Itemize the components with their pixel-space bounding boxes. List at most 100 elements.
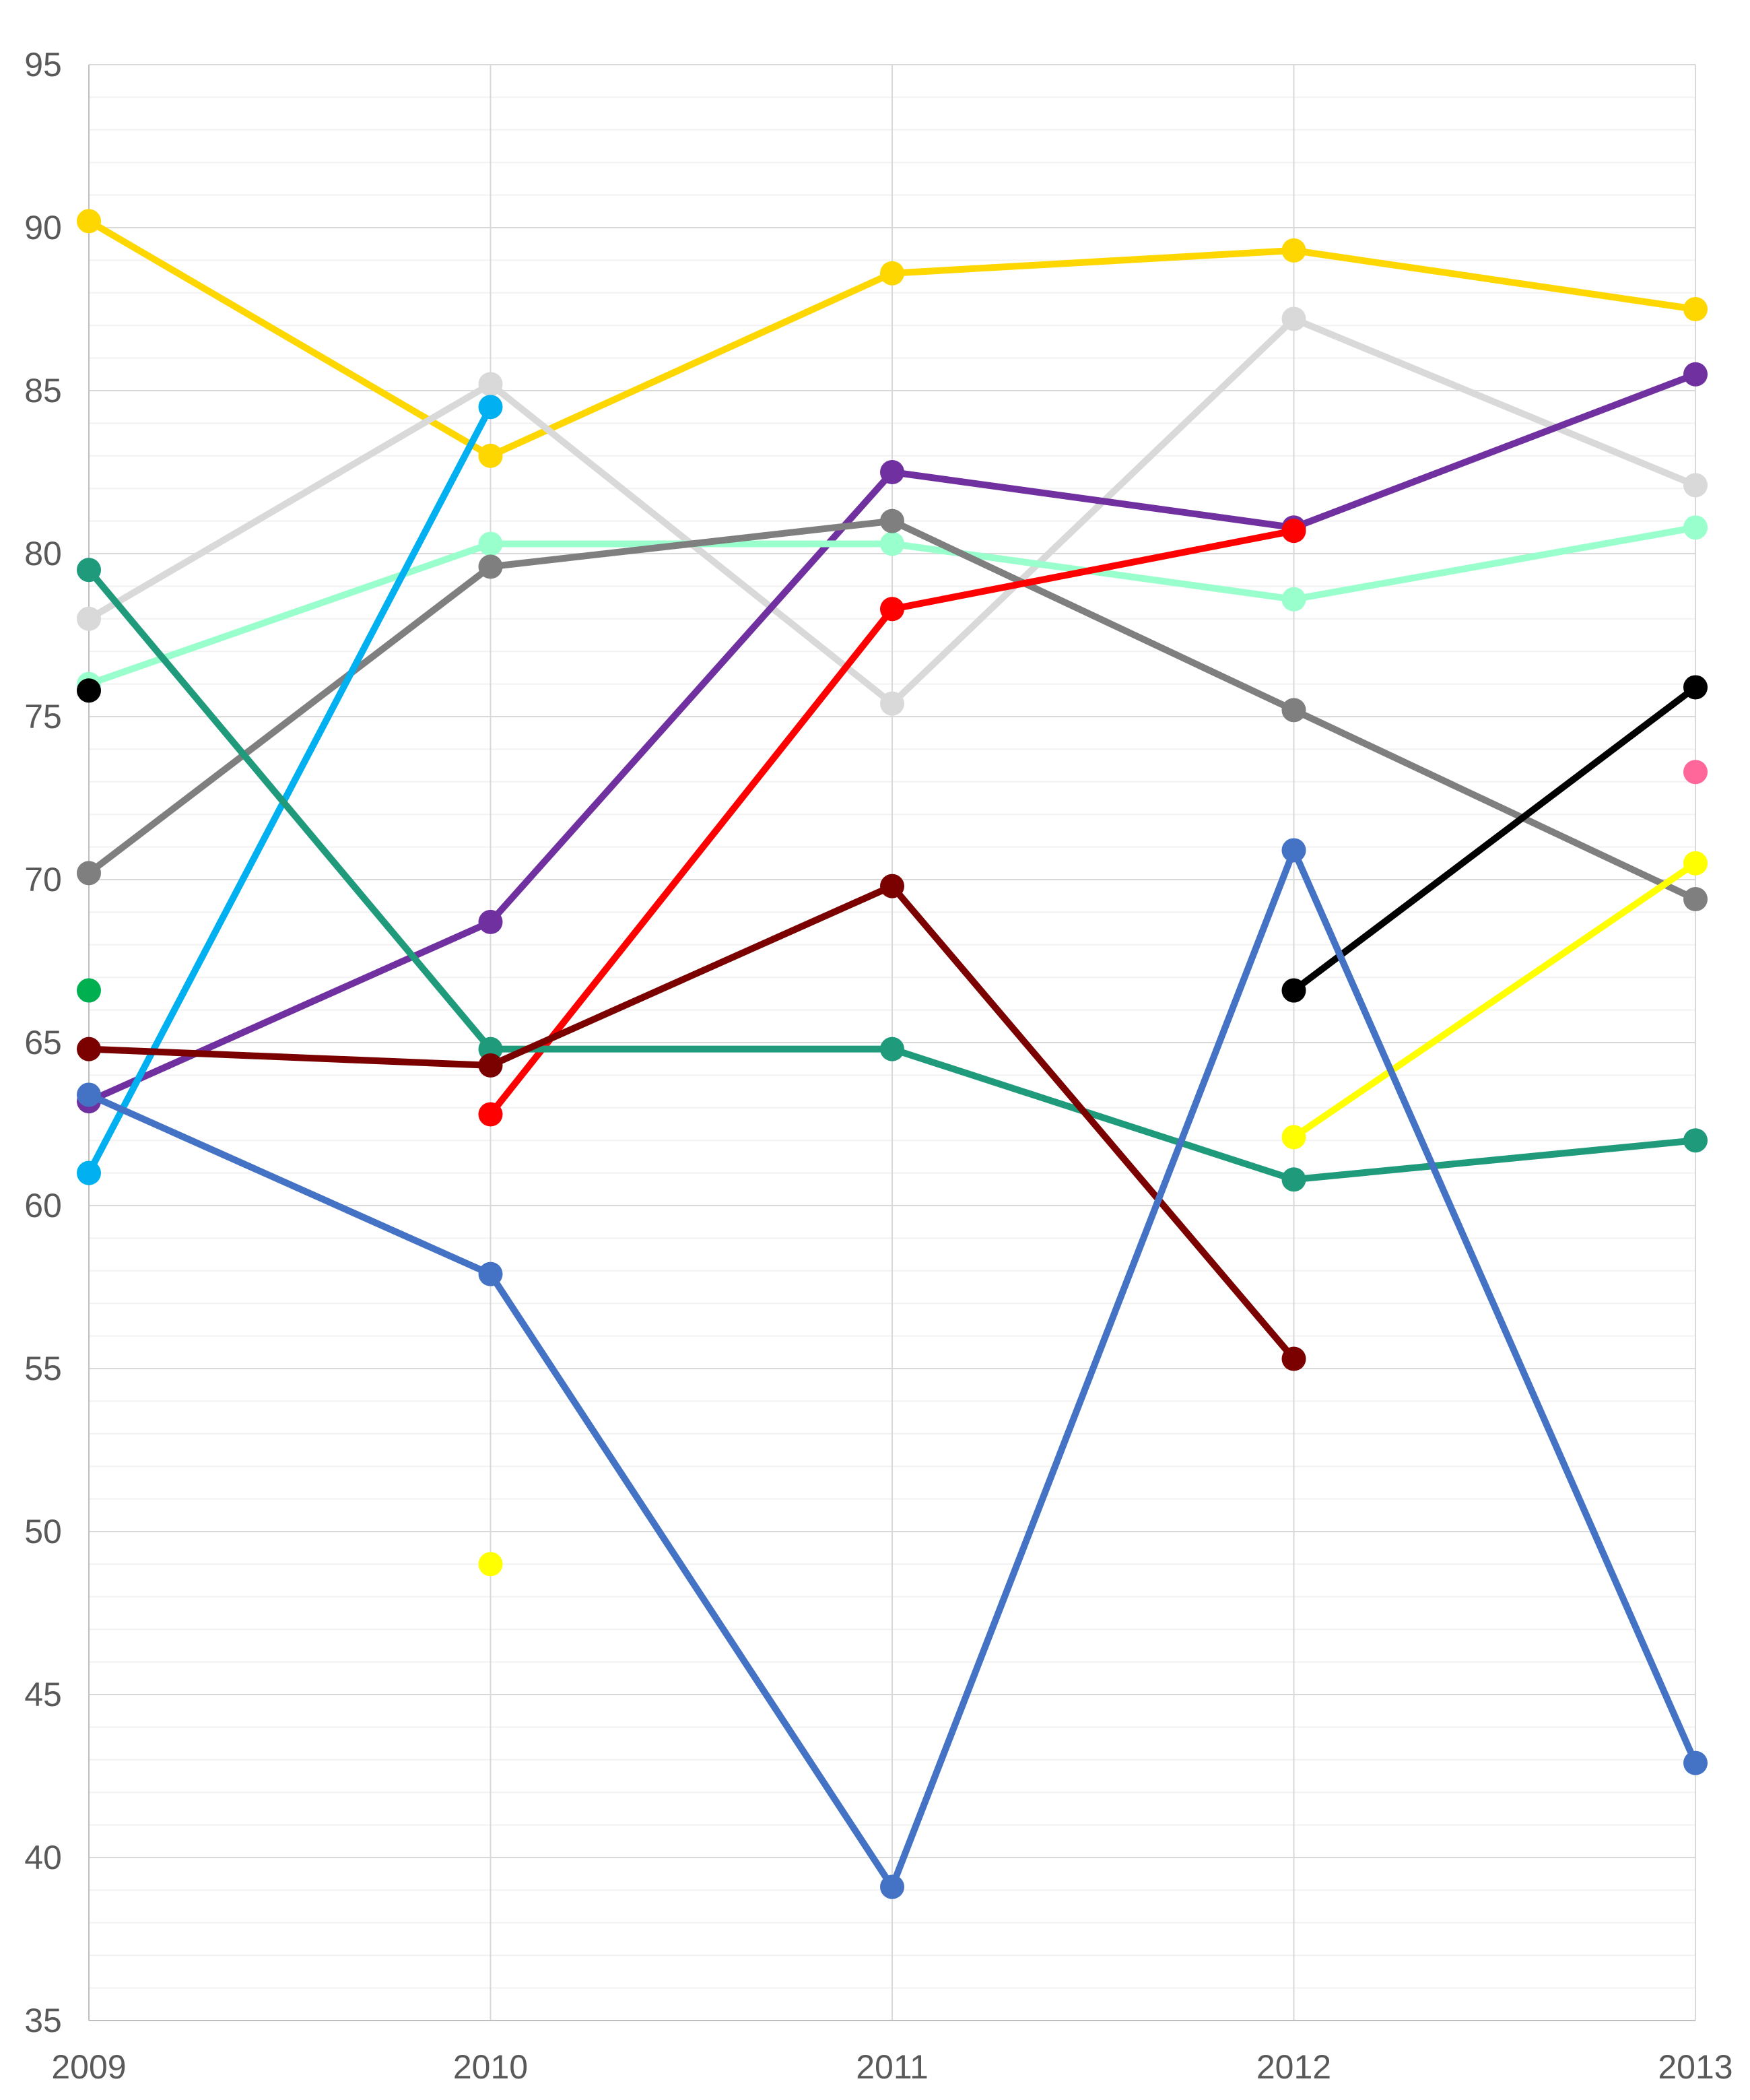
series-1 — [77, 209, 1708, 468]
series-layer — [77, 209, 1708, 1899]
y-tick-label: 85 — [24, 372, 62, 409]
y-tick-label: 45 — [24, 1676, 62, 1713]
data-point — [1281, 519, 1306, 544]
series-line-segment — [487, 1270, 896, 1891]
data-point — [1683, 297, 1708, 321]
series-12 — [77, 978, 101, 1003]
series-line-segment — [86, 381, 494, 622]
data-point — [77, 678, 101, 703]
data-point — [77, 1160, 101, 1185]
data-point — [1281, 1346, 1306, 1371]
series-line-segment — [1290, 847, 1699, 1767]
data-point — [77, 209, 101, 234]
series-line-segment — [86, 918, 494, 1105]
series-line-segment — [889, 527, 1298, 613]
series-line-segment — [889, 847, 1298, 1891]
data-point — [1683, 675, 1708, 700]
series-line-segment — [86, 1045, 494, 1069]
series-line-segment — [1290, 707, 1699, 903]
series-13 — [77, 874, 1306, 1371]
data-point — [1683, 1750, 1708, 1775]
y-tick-label: 60 — [24, 1187, 62, 1224]
series-line-segment — [1290, 524, 1699, 603]
series-line-segment — [86, 563, 494, 877]
data-point — [478, 395, 503, 420]
x-tick-label: 2013 — [1658, 2048, 1732, 2086]
series-8 — [1683, 760, 1708, 785]
series-7 — [77, 675, 1708, 1003]
y-tick-label: 40 — [24, 1839, 62, 1876]
series-line-segment — [889, 1045, 1298, 1183]
data-point — [478, 1552, 503, 1577]
data-point — [77, 606, 101, 631]
series-line-segment — [889, 882, 1298, 1363]
y-tick-label: 65 — [24, 1024, 62, 1061]
series-10 — [77, 395, 503, 1185]
x-tick-label: 2009 — [51, 2048, 126, 2086]
data-point — [1683, 760, 1708, 785]
data-point — [880, 874, 904, 898]
series-line-segment — [889, 315, 1298, 707]
series-line-segment — [1290, 370, 1699, 531]
y-tick-label: 70 — [24, 861, 62, 898]
data-point — [1281, 306, 1306, 331]
data-point — [478, 1102, 503, 1127]
series-line-segment — [1290, 684, 1699, 994]
y-tick-label: 50 — [24, 1513, 62, 1550]
data-point — [478, 443, 503, 468]
series-line-segment — [1290, 859, 1699, 1141]
series-line-segment — [86, 403, 494, 1177]
data-point — [1683, 1128, 1708, 1153]
series-line-segment — [1290, 247, 1699, 313]
series-line-segment — [889, 469, 1298, 531]
data-point — [880, 508, 904, 533]
series-5 — [77, 508, 1708, 912]
data-point — [478, 372, 503, 397]
data-point — [478, 909, 503, 934]
series-line-segment — [889, 247, 1298, 277]
data-point — [880, 261, 904, 286]
series-line-segment — [86, 540, 494, 688]
series-line-segment — [487, 269, 896, 459]
series-line-segment — [86, 1091, 494, 1278]
data-point — [1281, 978, 1306, 1003]
y-axis-tick-labels: 35 40 45 50 55 60 65 70 75 80 85 90 95 — [24, 46, 62, 2039]
series-line-segment — [889, 517, 1298, 714]
data-point — [1281, 698, 1306, 723]
data-point — [478, 531, 503, 556]
data-point — [478, 554, 503, 579]
data-point — [1683, 887, 1708, 912]
data-point — [880, 531, 904, 556]
data-point — [77, 1082, 101, 1107]
y-tick-label: 95 — [24, 46, 62, 84]
series-6 — [478, 519, 1306, 1127]
series-9 — [478, 851, 1708, 1577]
data-point — [77, 978, 101, 1003]
y-tick-label: 80 — [24, 535, 62, 572]
data-point — [880, 597, 904, 622]
x-axis-tick-labels: 2009 2010 2011 2012 2013 — [51, 2048, 1732, 2086]
series-line-segment — [1290, 1137, 1699, 1183]
data-point — [1281, 838, 1306, 863]
y-tick-label: 35 — [24, 2002, 62, 2039]
data-point — [478, 1261, 503, 1286]
data-point — [1281, 1125, 1306, 1150]
data-point — [77, 861, 101, 886]
series-line-segment — [86, 566, 494, 1053]
series-line-segment — [487, 605, 896, 1118]
data-point — [77, 558, 101, 583]
data-point — [1683, 515, 1708, 540]
series-line-segment — [487, 882, 896, 1069]
y-tick-label: 55 — [24, 1350, 62, 1387]
series-line-segment — [1290, 315, 1699, 489]
series-line-segment — [487, 517, 896, 570]
data-point — [1281, 587, 1306, 612]
data-point — [880, 691, 904, 716]
y-tick-label: 75 — [24, 698, 62, 735]
x-tick-label: 2011 — [856, 2048, 929, 2086]
series-line-segment — [86, 218, 494, 459]
data-point — [1281, 1167, 1306, 1192]
x-tick-label: 2010 — [453, 2048, 528, 2086]
data-point — [880, 1874, 904, 1899]
